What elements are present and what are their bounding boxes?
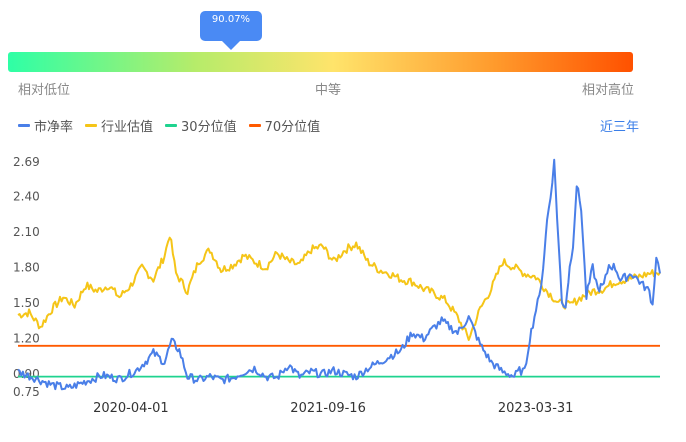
series-line-pb (17, 158, 661, 391)
chart-legend: 市净率 行业估值 30分位值 70分位值 (18, 116, 320, 135)
y-tick-label: 1.50 (13, 296, 40, 310)
x-tick-label: 2023-03-31 (498, 401, 574, 416)
series-line-industry (17, 236, 661, 341)
legend-label: 市净率 (34, 120, 74, 135)
x-tick-label: 2020-04-01 (93, 401, 169, 416)
percentile-value: 90.07% (211, 14, 251, 25)
legend-item-pb[interactable]: 市净率 (18, 116, 73, 135)
legend-item-industry[interactable]: 行业估值 (85, 116, 153, 135)
scale-high-label: 相对高位 (582, 83, 635, 98)
scale-low-label: 相对低位 (18, 83, 71, 98)
legend-label: 行业估值 (101, 120, 154, 135)
y-tick-label: 2.10 (13, 225, 40, 239)
legend-label: 30分位值 (181, 120, 237, 135)
y-tick-label: 1.20 (13, 332, 40, 346)
x-tick-label: 2021-09-16 (290, 401, 366, 416)
legend-swatch (248, 124, 261, 127)
legend-item-p70[interactable]: 70分位值 (248, 116, 321, 135)
percentile-gradient-bar (8, 52, 633, 72)
legend-swatch (85, 124, 98, 127)
range-selector-link[interactable]: 近三年 (600, 120, 640, 135)
y-tick-label: 2.69 (13, 155, 40, 169)
scale-mid-label: 中等 (315, 83, 342, 98)
legend-label: 70分位值 (264, 120, 321, 135)
legend-swatch (18, 124, 30, 127)
percentile-bubble: 90.07% (200, 11, 262, 50)
y-tick-label: 2.40 (13, 189, 40, 203)
legend-item-p30[interactable]: 30分位值 (165, 116, 237, 135)
legend-swatch (165, 124, 178, 127)
y-tick-label: 1.80 (13, 261, 40, 275)
y-tick-label: 0.75 (13, 385, 40, 399)
